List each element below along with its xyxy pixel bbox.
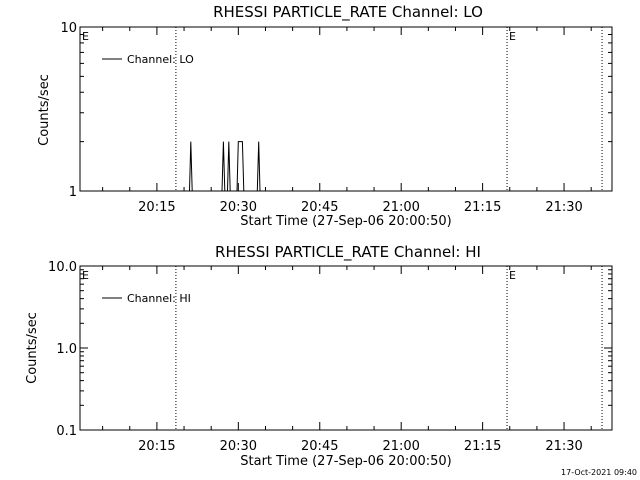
- event-marker-label-lo: E: [82, 30, 89, 43]
- x-ticks-hi: 20:15 20:30 20:45 21:00 21:15 21:30: [102, 266, 592, 454]
- y-tick-label-hi: 1.0: [56, 342, 77, 357]
- y-ticks-lo: 1 10: [60, 21, 612, 200]
- x-tick-label-hi: 21:00: [382, 439, 419, 454]
- x-axis-label-hi: Start Time (27-Sep-06 20:00:50): [240, 454, 451, 469]
- x-tick-label-lo: 21:30: [545, 200, 582, 215]
- event-marker-label-hi: E: [82, 269, 89, 282]
- footer-timestamp: 17-Oct-2021 09:40: [561, 468, 637, 477]
- legend-hi: Channel: HI: [102, 292, 191, 305]
- panel-hi: RHESSI PARTICLE_RATE Channel: HI Counts/…: [25, 243, 613, 469]
- x-ticks-lo: 20:15 20:30 20:45 21:00 21:15 21:30: [102, 27, 592, 215]
- x-axis-label-lo: Start Time (27-Sep-06 20:00:50): [240, 214, 451, 229]
- y-axis-label-lo: Counts/sec: [37, 74, 52, 146]
- x-tick-label-hi: 20:15: [138, 439, 175, 454]
- x-tick-label-hi: 20:45: [301, 439, 338, 454]
- event-marker-label-lo: E: [509, 30, 516, 43]
- x-tick-label-lo: 20:15: [138, 200, 175, 215]
- x-tick-label-hi: 21:30: [545, 439, 582, 454]
- chart-title-lo: RHESSI PARTICLE_RATE Channel: LO: [213, 3, 483, 22]
- legend-label-lo: Channel: LO: [127, 53, 194, 66]
- chart-title-hi: RHESSI PARTICLE_RATE Channel: HI: [215, 243, 481, 262]
- x-tick-label-lo: 21:15: [464, 200, 501, 215]
- x-tick-label-lo: 20:45: [301, 200, 338, 215]
- y-axis-label-hi: Counts/sec: [25, 312, 40, 384]
- legend-lo: Channel: LO: [102, 53, 194, 66]
- x-tick-label-hi: 21:15: [464, 439, 501, 454]
- y-ticks-hi: 0.1 1.0 10.0: [48, 260, 612, 439]
- event-marker-label-hi: E: [509, 269, 516, 282]
- x-tick-label-lo: 20:30: [220, 200, 257, 215]
- y-tick-label-hi: 0.1: [56, 424, 77, 439]
- y-tick-label-lo: 10: [60, 21, 77, 36]
- x-tick-label-hi: 20:30: [220, 439, 257, 454]
- panel-lo: RHESSI PARTICLE_RATE Channel: LO Counts/…: [37, 3, 613, 229]
- y-tick-label-hi: 10.0: [48, 260, 77, 275]
- legend-label-hi: Channel: HI: [127, 292, 191, 305]
- y-tick-label-lo: 1: [69, 185, 77, 200]
- series-lo: [80, 141, 612, 192]
- plot-frame-lo: [79, 26, 613, 192]
- plot-frame-hi: [79, 265, 613, 431]
- x-tick-label-lo: 21:00: [382, 200, 419, 215]
- series-line-lo: [80, 141, 612, 192]
